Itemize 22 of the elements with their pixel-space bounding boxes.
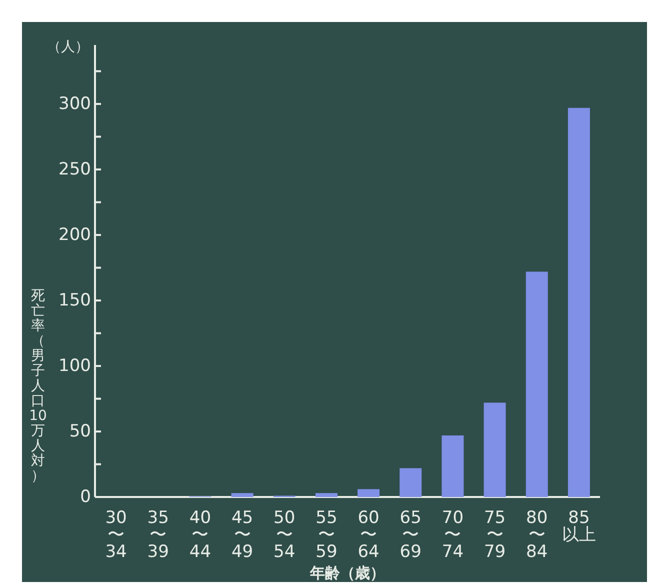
text: （人）: [47, 39, 89, 55]
y-tick-label: 150: [58, 290, 91, 310]
y-tick-label: 200: [58, 224, 91, 245]
x-tick-label: 50 〜 54: [274, 508, 296, 562]
y-tick-label: 50: [69, 421, 91, 442]
x-tick-label: 55 〜 59: [316, 508, 338, 562]
text: 死亡率（男子人口10万人対）: [29, 288, 47, 484]
x-tick-label: 35 〜 39: [147, 508, 169, 562]
y-tick-label: 0: [80, 487, 91, 507]
x-axis-title: 年齢（歳）: [309, 564, 385, 582]
x-tick-label: 80 〜 84: [526, 508, 548, 562]
y-tick-label: 250: [58, 159, 91, 180]
x-tick-label: 85 以上: [562, 508, 596, 545]
y-tick-label: 300: [58, 94, 91, 114]
x-tick-label: 45 〜 49: [231, 508, 254, 562]
x-tick-label: 75 〜 79: [484, 508, 506, 562]
x-tick-label: 40 〜 44: [189, 508, 212, 562]
x-tick-label: 65 〜 69: [400, 508, 422, 562]
x-tick-label: 30 〜 34: [105, 508, 127, 562]
x-tick-label: 70 〜 74: [442, 508, 464, 562]
y-tick-label: 100: [58, 356, 91, 376]
x-tick-label: 60 〜 64: [358, 508, 380, 562]
